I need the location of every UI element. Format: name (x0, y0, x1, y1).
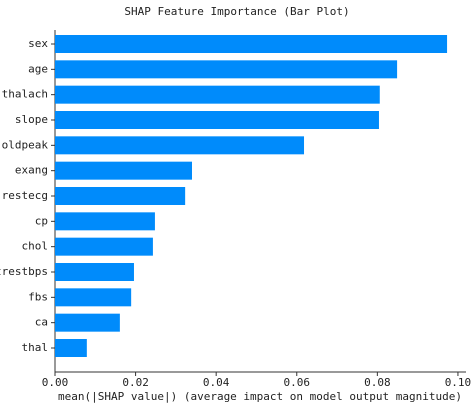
y-tick-label: slope (15, 113, 48, 126)
y-tick-label: thalach (2, 88, 48, 101)
x-tick-label: 0.00 (42, 376, 69, 389)
x-axis-label: mean(|SHAP value|) (average impact on mo… (58, 390, 462, 403)
y-tick-label: exang (15, 164, 48, 177)
y-tick-label: cp (35, 214, 48, 227)
bar (55, 237, 153, 256)
bar (55, 161, 192, 180)
bar (55, 187, 186, 205)
x-tick-label: 0.10 (445, 376, 472, 389)
y-tick-label: chol (22, 240, 49, 253)
x-tick-label: 0.02 (122, 376, 149, 389)
y-tick-label: sex (28, 37, 48, 50)
y-tick-label: fbs (28, 290, 48, 303)
bar (55, 111, 379, 129)
y-tick-label: thal (22, 341, 49, 354)
bar (55, 136, 305, 155)
y-tick-label: oldpeak (2, 138, 49, 151)
y-tick-label: age (28, 62, 48, 75)
bar (55, 212, 155, 231)
x-tick-label: 0.06 (284, 376, 311, 389)
x-tick-label: 0.08 (364, 376, 391, 389)
y-tick-label: trestbps (0, 265, 48, 278)
bar (55, 35, 448, 53)
y-tick-label: ca (35, 316, 48, 329)
y-tick-label: restecg (2, 189, 48, 202)
bar (55, 60, 398, 79)
bar (55, 313, 120, 332)
x-tick-label: 0.04 (203, 376, 230, 389)
bar (55, 339, 87, 357)
bar (55, 263, 134, 281)
bar (55, 85, 380, 104)
chart-title: SHAP Feature Importance (Bar Plot) (124, 5, 349, 18)
bar (55, 288, 132, 307)
